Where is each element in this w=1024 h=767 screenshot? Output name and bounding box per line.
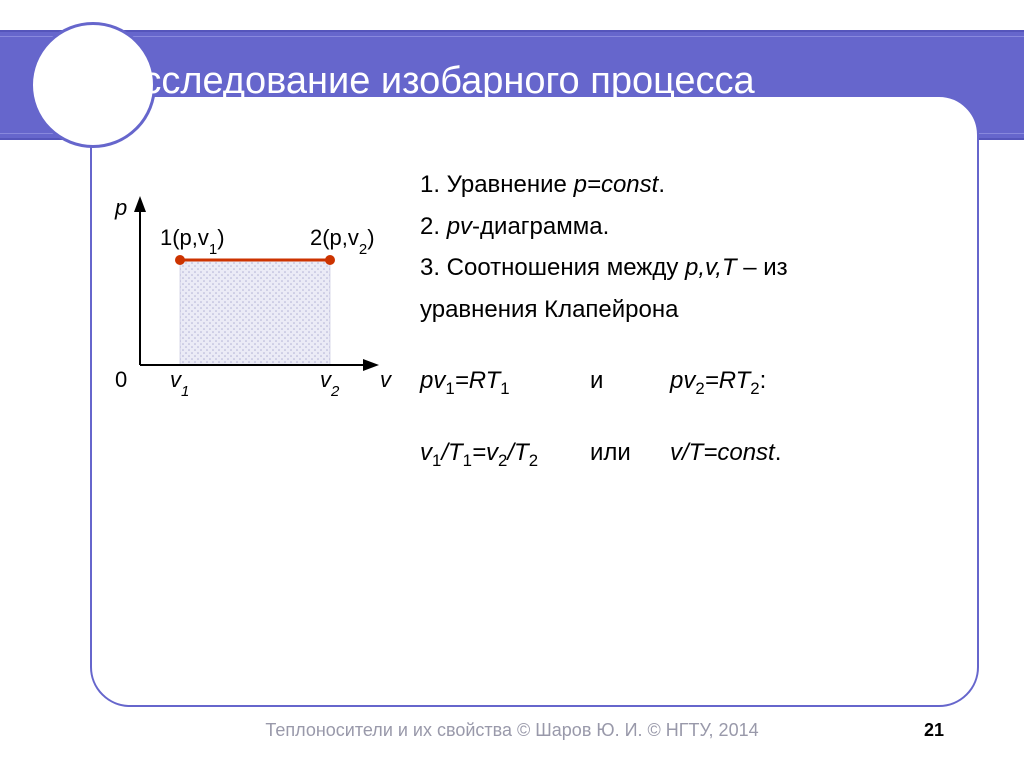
x-tick-v1: v1 bbox=[170, 367, 189, 400]
eq1-rsub: 2 bbox=[695, 379, 704, 398]
eq1-lsub2: 1 bbox=[500, 379, 509, 398]
slide-body: p v 0 1(p,v1) 2(p,v2) v1 v2 1. Уравнение… bbox=[110, 165, 964, 687]
state-point-2 bbox=[325, 255, 335, 265]
page-number: 21 bbox=[924, 720, 944, 741]
eq1-rend: : bbox=[760, 367, 767, 394]
eq1-r: pv bbox=[670, 367, 695, 394]
footer-text: Теплоносители и их свойства © Шаров Ю. И… bbox=[0, 720, 1024, 741]
l2-pre: 2. bbox=[420, 213, 447, 240]
slide-title: Исследование изобарного процесса bbox=[115, 60, 755, 103]
x-tick-v2: v2 bbox=[320, 367, 340, 400]
eq2-l3s: 2 bbox=[498, 451, 507, 470]
eq2-l4s: 2 bbox=[529, 451, 538, 470]
eq1-conn: и bbox=[590, 361, 670, 403]
eq2-l2s: 1 bbox=[463, 451, 472, 470]
eq2-conn: или bbox=[590, 433, 670, 475]
l3-eq: p,v,T bbox=[685, 254, 737, 281]
l2-post: -диаграмма. bbox=[472, 213, 609, 240]
line-1: 1. Уравнение p=const. bbox=[420, 165, 964, 205]
eq1-l: pv bbox=[420, 367, 445, 394]
eq1-rsub2: 2 bbox=[750, 379, 759, 398]
l3-post: – из bbox=[737, 254, 788, 281]
pv-diagram: p v 0 1(p,v1) 2(p,v2) v1 v2 bbox=[110, 165, 420, 687]
l2-eq: pv bbox=[447, 213, 472, 240]
eq1-rmid: =RT bbox=[705, 367, 751, 394]
x-axis-label: v bbox=[380, 367, 393, 392]
work-area bbox=[180, 260, 330, 365]
l1-eq: p=const bbox=[574, 171, 659, 198]
eq2-rend: . bbox=[775, 439, 782, 466]
eq2-l1: v bbox=[420, 439, 432, 466]
l1-pre: 1. Уравнение bbox=[420, 171, 574, 198]
eq2-l3: =v bbox=[472, 439, 498, 466]
l3-pre: 3. Соотношения между bbox=[420, 254, 685, 281]
eq2-l2: /T bbox=[441, 439, 462, 466]
text-content: 1. Уравнение p=const. 2. pv-диаграмма. 3… bbox=[420, 165, 964, 687]
state-point-1 bbox=[175, 255, 185, 265]
point1-label: 1(p,v1) bbox=[160, 225, 225, 258]
y-axis-label: p bbox=[114, 195, 127, 220]
line-4: уравнения Клапейрона bbox=[420, 290, 964, 330]
eq1-lsub: 1 bbox=[445, 379, 454, 398]
pv-diagram-svg: p v 0 1(p,v1) 2(p,v2) v1 v2 bbox=[95, 190, 415, 410]
equation-row-1: pv1=RT1 и pv2=RT2: bbox=[420, 361, 964, 403]
origin-label: 0 bbox=[115, 367, 127, 392]
point2-label: 2(p,v2) bbox=[310, 225, 375, 258]
line-2: 2. pv-диаграмма. bbox=[420, 207, 964, 247]
eq2-l1s: 1 bbox=[432, 451, 441, 470]
eq2-r: v/T=const bbox=[670, 439, 775, 466]
eq1-lmid: =RT bbox=[455, 367, 501, 394]
eq2-l4: /T bbox=[507, 439, 528, 466]
l1-post: . bbox=[658, 171, 665, 198]
equation-row-2: v1/T1=v2/T2 или v/T=const. bbox=[420, 433, 964, 475]
line-3: 3. Соотношения между p,v,T – из bbox=[420, 248, 964, 288]
